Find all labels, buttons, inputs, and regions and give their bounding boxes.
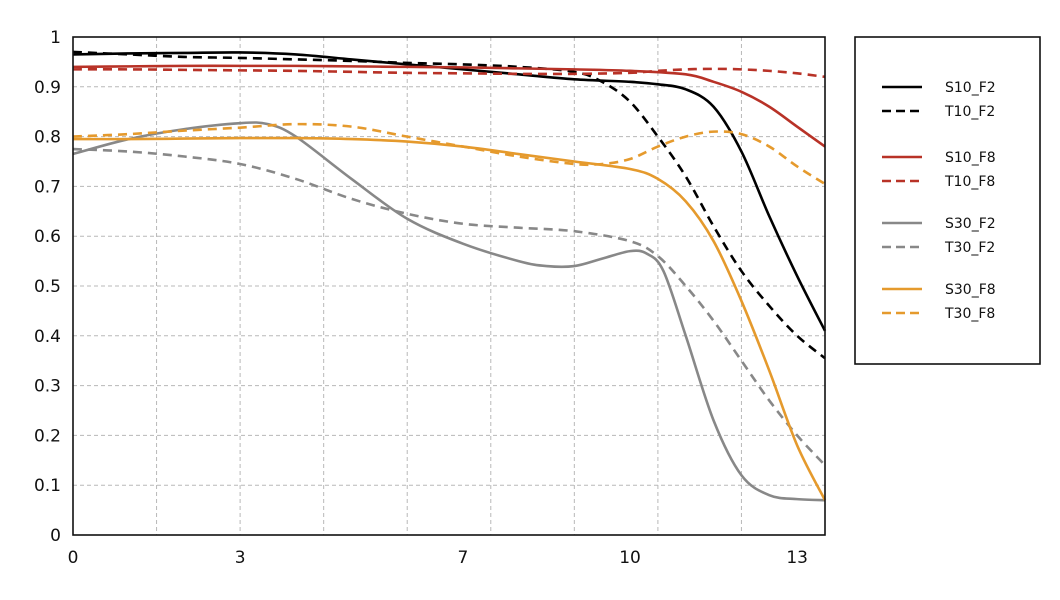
legend-label-t30-f8: T30_F8 [944, 306, 995, 322]
y-axis-ticks: 0 0.1 0.2 0.3 0.4 0.5 0.6 0.7 0.8 0.9 1 [34, 28, 61, 546]
series-line-t10-f8 [72, 67, 826, 79]
y-tick-label: 0.1 [34, 476, 61, 496]
legend: S10_F2 T10_F2 S10_F8 T10_F8 S30_F2 T30_F2 S30_… [854, 36, 1041, 365]
legend-label-s30-f2: S30_F2 [945, 216, 996, 232]
legend-label-s10-f8: S10_F8 [945, 150, 996, 166]
series-line-t30-f8 [72, 122, 826, 186]
x-tick-label: 0 [68, 548, 79, 568]
series-line-s10-f2 [72, 51, 827, 332]
legend-box [854, 36, 1041, 365]
legend-label-s30-f8: S30_F8 [945, 282, 996, 298]
series-line-t30-f2 [72, 147, 826, 467]
y-tick-label: 0.4 [34, 327, 61, 347]
y-tick-label: 0.8 [34, 128, 61, 148]
series-line-s10-f8 [72, 64, 826, 148]
series-line-s30-f2 [72, 121, 826, 502]
x-tick-label: 3 [235, 548, 246, 568]
y-tick-label: 0.3 [34, 377, 61, 397]
y-tick-label: 1 [50, 28, 61, 48]
y-tick-label: 0.5 [34, 277, 61, 297]
x-tick-label: 10 [619, 548, 641, 568]
grid [73, 37, 825, 535]
legend-label-t10-f2: T10_F2 [944, 104, 995, 120]
legend-label-t30-f2: T30_F2 [944, 240, 995, 256]
series-lines [72, 50, 827, 502]
series-line-s30-f8 [72, 136, 827, 501]
legend-label-s10-f2: S10_F2 [945, 80, 996, 96]
y-tick-label: 0.6 [34, 227, 61, 247]
y-tick-label: 0.2 [34, 426, 61, 446]
y-tick-label: 0.7 [34, 177, 61, 197]
x-tick-label: 13 [786, 548, 808, 568]
y-tick-label: 0.9 [34, 78, 61, 98]
y-tick-label: 0 [50, 526, 61, 546]
plot-frame [72, 36, 826, 536]
series-line-t10-f2 [72, 50, 826, 360]
x-axis-ticks: 0 3 7 10 13 [68, 548, 808, 568]
legend-label-t10-f8: T10_F8 [944, 174, 995, 190]
x-tick-label: 7 [458, 548, 469, 568]
